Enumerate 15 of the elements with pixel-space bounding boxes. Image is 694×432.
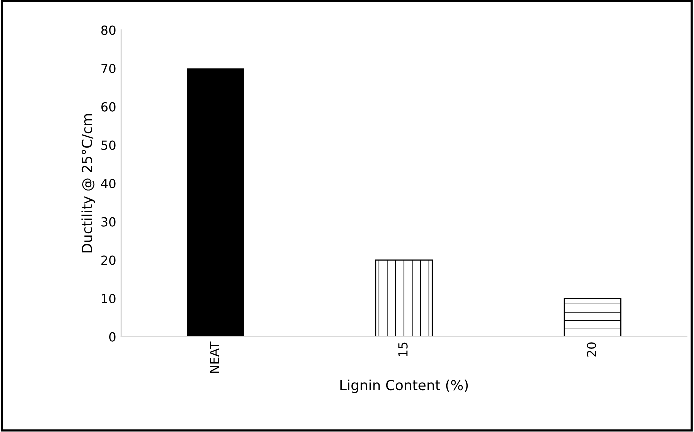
- y-tick-label: 10: [102, 294, 116, 304]
- y-tick-label: 50: [102, 140, 116, 150]
- y-tick-label: 70: [102, 64, 116, 74]
- x-tick-label: 20: [586, 342, 596, 357]
- y-tick-label: 40: [101, 179, 116, 189]
- x-axis-title: Lignin Content (%): [340, 380, 468, 394]
- x-tick-label: NEAT: [210, 342, 220, 374]
- x-tick-label: 15: [398, 342, 408, 356]
- y-tick-label: 0: [109, 332, 116, 342]
- y-tick-label: 80: [102, 26, 116, 36]
- bar: [187, 68, 244, 337]
- y-tick-label: 20: [102, 256, 116, 266]
- y-axis-title: Ductility @ 25°C/cm: [82, 114, 96, 253]
- y-tick-label: 60: [102, 102, 116, 112]
- y-tick-label: 30: [102, 217, 116, 227]
